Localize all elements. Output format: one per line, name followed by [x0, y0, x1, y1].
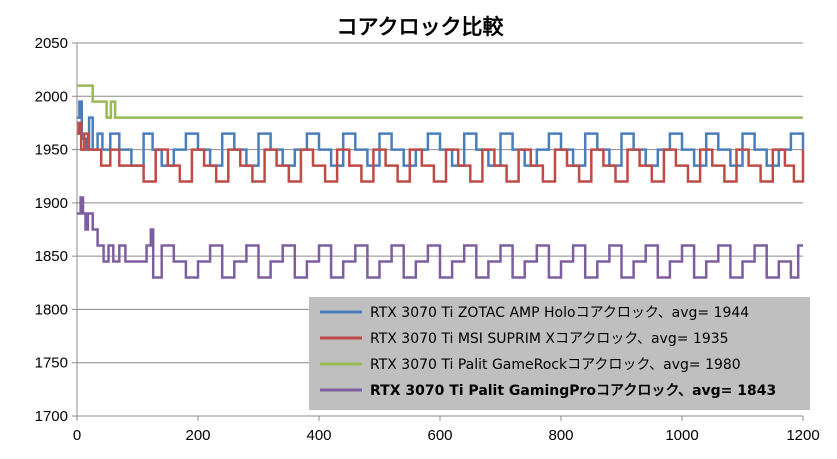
legend-label-4: RTX 3070 Ti Palit GamingProコアクロック、avg= 1…: [370, 383, 776, 399]
series-line-1: [77, 100, 805, 167]
y-tick-label: 1950: [35, 142, 68, 159]
series-line-4: [77, 196, 803, 279]
legend: RTX 3070 Ti ZOTAC AMP Holoコアクロック、avg= 19…: [309, 297, 810, 410]
x-tick-label: 400: [306, 427, 331, 444]
x-tick-label: 800: [548, 427, 573, 444]
y-tick-label: 1750: [35, 355, 68, 372]
axes: 1700 1750 1800 1850 1900 1950 2000 2050 0 200 400 6…: [35, 35, 820, 444]
x-tick-label: 0: [73, 427, 81, 444]
legend-label-1: RTX 3070 Ti ZOTAC AMP Holoコアクロック、avg= 19…: [370, 305, 749, 321]
series-line-3: [77, 84, 803, 119]
legend-label-3: RTX 3070 Ti Palit GameRockコアクロック、avg= 19…: [370, 357, 741, 373]
y-tick-label: 2000: [35, 88, 68, 105]
y-tick-label: 1850: [35, 248, 68, 265]
chart-title: コアクロック比較: [337, 15, 505, 39]
series-lines: [77, 84, 805, 279]
legend-label-2: RTX 3070 Ti MSI SUPRIM Xコアクロック、avg= 1935: [370, 331, 729, 347]
y-tick-label: 2050: [35, 35, 68, 52]
legend-box: [309, 297, 810, 410]
x-tick-label: 200: [185, 427, 210, 444]
x-tick-label: 1000: [665, 427, 698, 444]
y-tick-label: 1900: [35, 195, 68, 212]
y-tick-label: 1700: [35, 408, 68, 425]
series-line-2: [77, 121, 805, 183]
y-tick-label: 1800: [35, 301, 68, 318]
x-tick-label: 1200: [786, 427, 819, 444]
x-tick-label: 600: [427, 427, 452, 444]
